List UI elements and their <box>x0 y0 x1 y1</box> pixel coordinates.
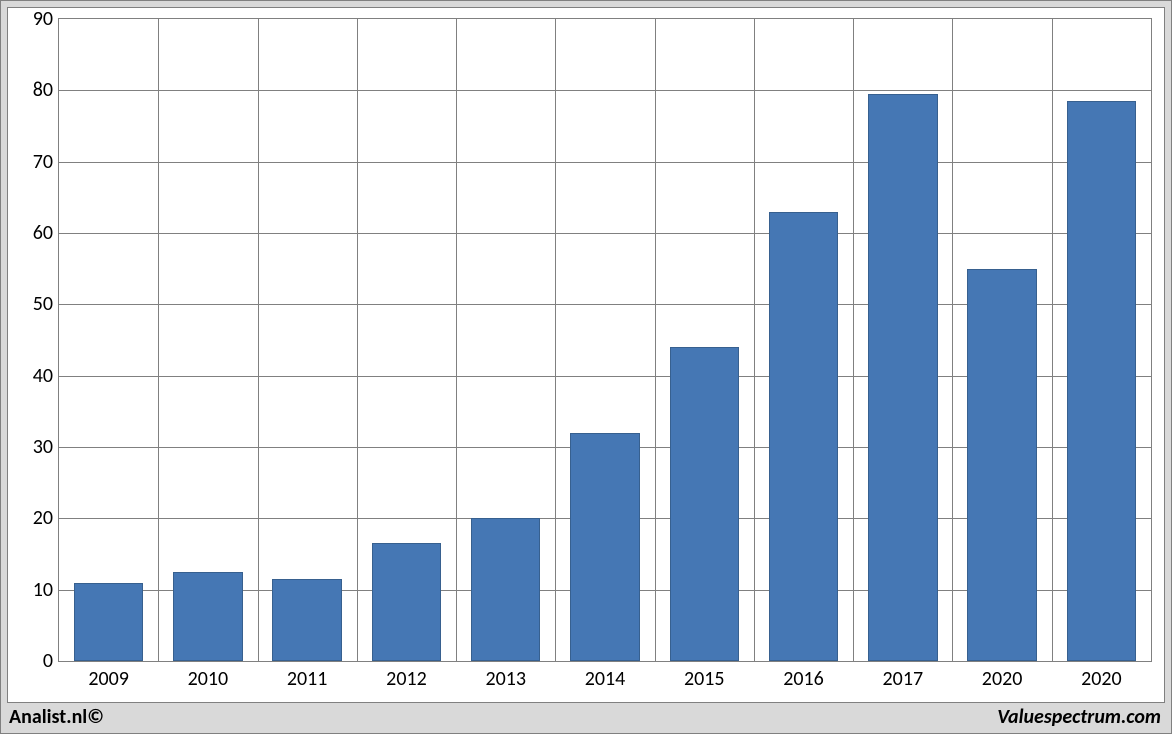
x-axis-label: 2013 <box>485 661 526 691</box>
plot-background: 0 10 20 30 40 50 60 70 80 90 2009 2010 2011 2012 2013 2… <box>7 7 1165 703</box>
bar <box>74 583 143 661</box>
bar <box>372 543 441 661</box>
x-axis-label: 2020 <box>982 661 1023 691</box>
y-axis-label: 70 <box>33 150 59 174</box>
y-axis-label: 40 <box>33 364 59 388</box>
gridline-vertical <box>853 19 854 661</box>
chart-container: 0 10 20 30 40 50 60 70 80 90 2009 2010 2011 2012 2013 2… <box>0 0 1172 734</box>
bar <box>570 433 639 661</box>
y-axis-label: 0 <box>43 649 59 673</box>
gridline-vertical <box>158 19 159 661</box>
plot-area: 0102030405060708090200920102011201220132… <box>58 18 1152 662</box>
gridline-vertical <box>555 19 556 661</box>
x-axis-label: 2010 <box>188 661 229 691</box>
y-axis-label: 90 <box>33 7 59 31</box>
x-axis-label: 2020 <box>1081 661 1122 691</box>
y-axis-label: 20 <box>33 506 59 530</box>
y-axis-label: 50 <box>33 292 59 316</box>
y-axis-label: 60 <box>33 221 59 245</box>
bar <box>1067 101 1136 661</box>
x-axis-label: 2009 <box>88 661 129 691</box>
gridline-vertical <box>655 19 656 661</box>
gridline-vertical <box>754 19 755 661</box>
gridline-vertical <box>456 19 457 661</box>
x-axis-label: 2015 <box>684 661 725 691</box>
gridline-vertical <box>258 19 259 661</box>
bar <box>173 572 242 661</box>
gridline-horizontal <box>59 233 1151 234</box>
gridline-horizontal <box>59 90 1151 91</box>
bar <box>967 269 1036 661</box>
gridline-vertical <box>952 19 953 661</box>
bar <box>471 518 540 661</box>
footer-right-credit: Valuespectrum.com <box>997 705 1161 729</box>
gridline-horizontal <box>59 162 1151 163</box>
bar <box>670 347 739 661</box>
y-axis-label: 80 <box>33 78 59 102</box>
bar <box>769 212 838 661</box>
footer-left-credit: Analist.nl© <box>9 705 104 729</box>
gridline-vertical <box>1052 19 1053 661</box>
x-axis-label: 2016 <box>783 661 824 691</box>
x-axis-label: 2017 <box>883 661 924 691</box>
x-axis-label: 2014 <box>585 661 626 691</box>
gridline-vertical <box>357 19 358 661</box>
bar <box>868 94 937 661</box>
y-axis-label: 30 <box>33 435 59 459</box>
bar <box>272 579 341 661</box>
y-axis-label: 10 <box>33 578 59 602</box>
x-axis-label: 2011 <box>287 661 328 691</box>
x-axis-label: 2012 <box>386 661 427 691</box>
